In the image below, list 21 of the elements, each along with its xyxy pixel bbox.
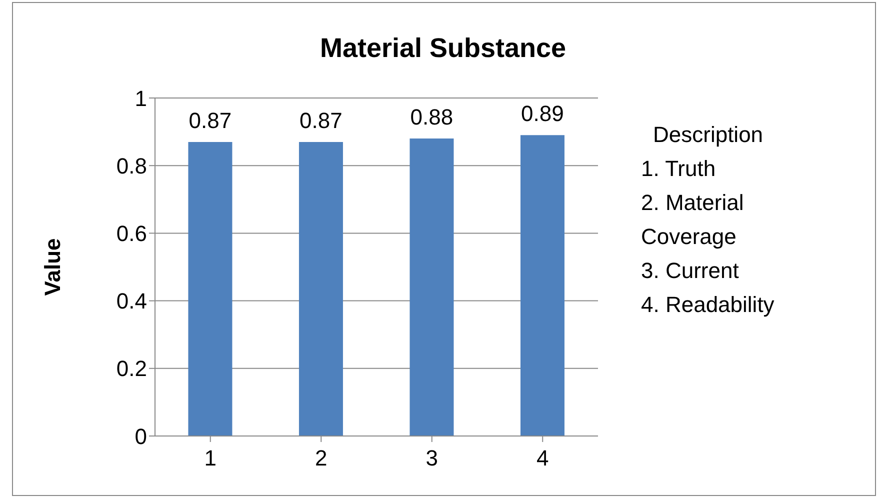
y-tick-label: 0.8 [116, 153, 147, 178]
chart-title: Material Substance [318, 33, 568, 64]
y-tick-label: 1 [134, 86, 147, 111]
y-tick-label: 0 [134, 424, 147, 449]
text: 4. Readability [641, 291, 776, 319]
data-label: 0.89 [521, 101, 564, 126]
x-tick-label: 2 [315, 446, 328, 471]
text: 1. Truth [641, 155, 717, 183]
y-tick-label: 0.2 [116, 356, 147, 382]
y-tick-label: 0.6 [116, 221, 147, 246]
text: 2. Material Coverage [641, 189, 745, 251]
data-label: 0.88 [410, 104, 454, 130]
data-label: 0.87 [188, 108, 232, 133]
x-tick-label: 3 [426, 446, 438, 471]
text: Description [652, 121, 764, 149]
data-label: 0.87 [300, 108, 342, 133]
x-tick-label: 4 [536, 446, 549, 471]
x-tick-label: 1 [204, 446, 216, 471]
y-tick-label: 0.4 [116, 288, 147, 314]
y-axis-title: Value [40, 238, 66, 296]
text: 3. Current [641, 257, 740, 285]
